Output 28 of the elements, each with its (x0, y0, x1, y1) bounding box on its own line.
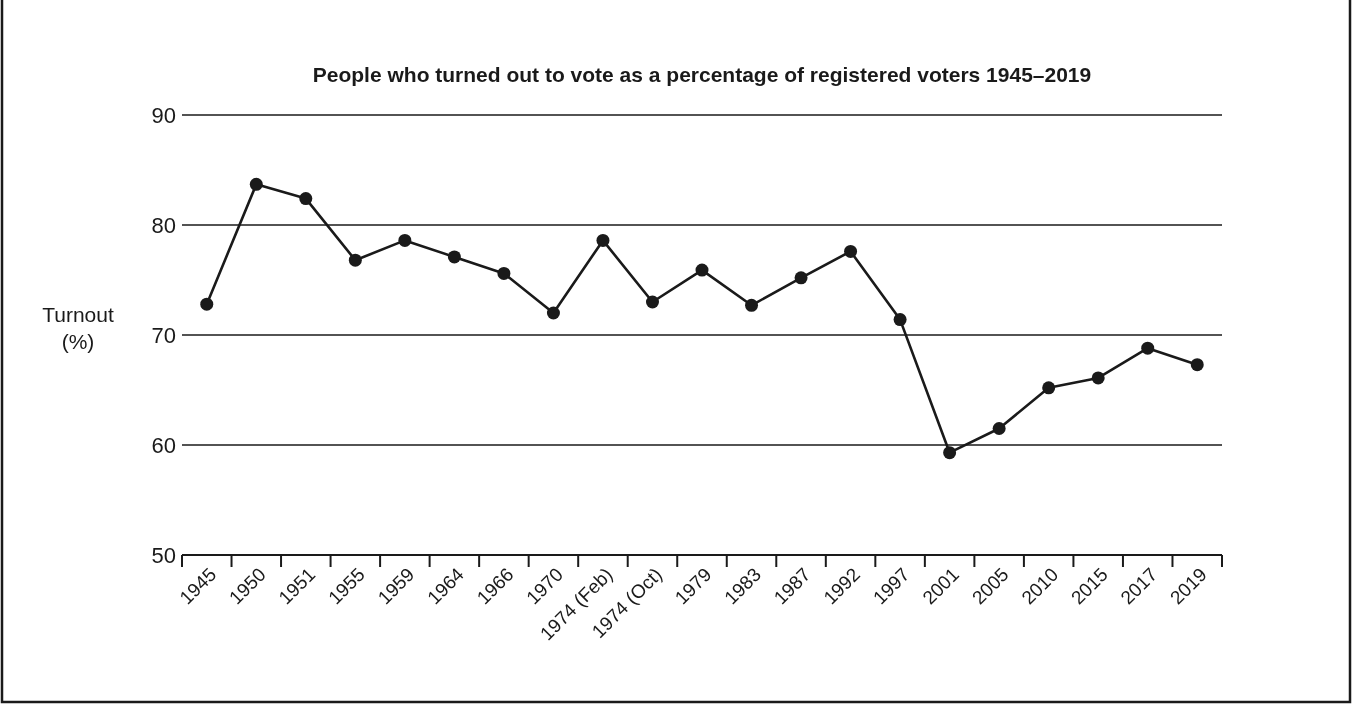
point (596, 233, 610, 247)
y-tick-label: 50 (151, 542, 176, 568)
chart-title: People who turned out to vote as a percentage of registered voters 1945–2019 (312, 63, 1092, 86)
y-tick-label: 70 (151, 322, 176, 348)
point (943, 446, 957, 460)
point (249, 177, 263, 191)
point (1190, 358, 1204, 372)
point (1042, 381, 1056, 395)
point (695, 263, 709, 277)
y-axis-title: Turnout (%) (42, 303, 114, 353)
point (1141, 341, 1155, 355)
y-tick-label: 60 (151, 432, 176, 458)
point (447, 250, 461, 264)
point (348, 253, 362, 267)
point (200, 297, 214, 311)
point (794, 271, 808, 285)
point (1091, 371, 1105, 385)
point (546, 306, 560, 320)
point (645, 295, 659, 309)
point (992, 422, 1006, 435)
point (497, 266, 511, 280)
y-tick-label: 90 (151, 102, 176, 128)
point (398, 233, 412, 247)
y-tick-label: 80 (151, 212, 176, 238)
point (893, 313, 907, 327)
point (299, 192, 313, 206)
point (844, 244, 858, 258)
point (745, 298, 759, 312)
